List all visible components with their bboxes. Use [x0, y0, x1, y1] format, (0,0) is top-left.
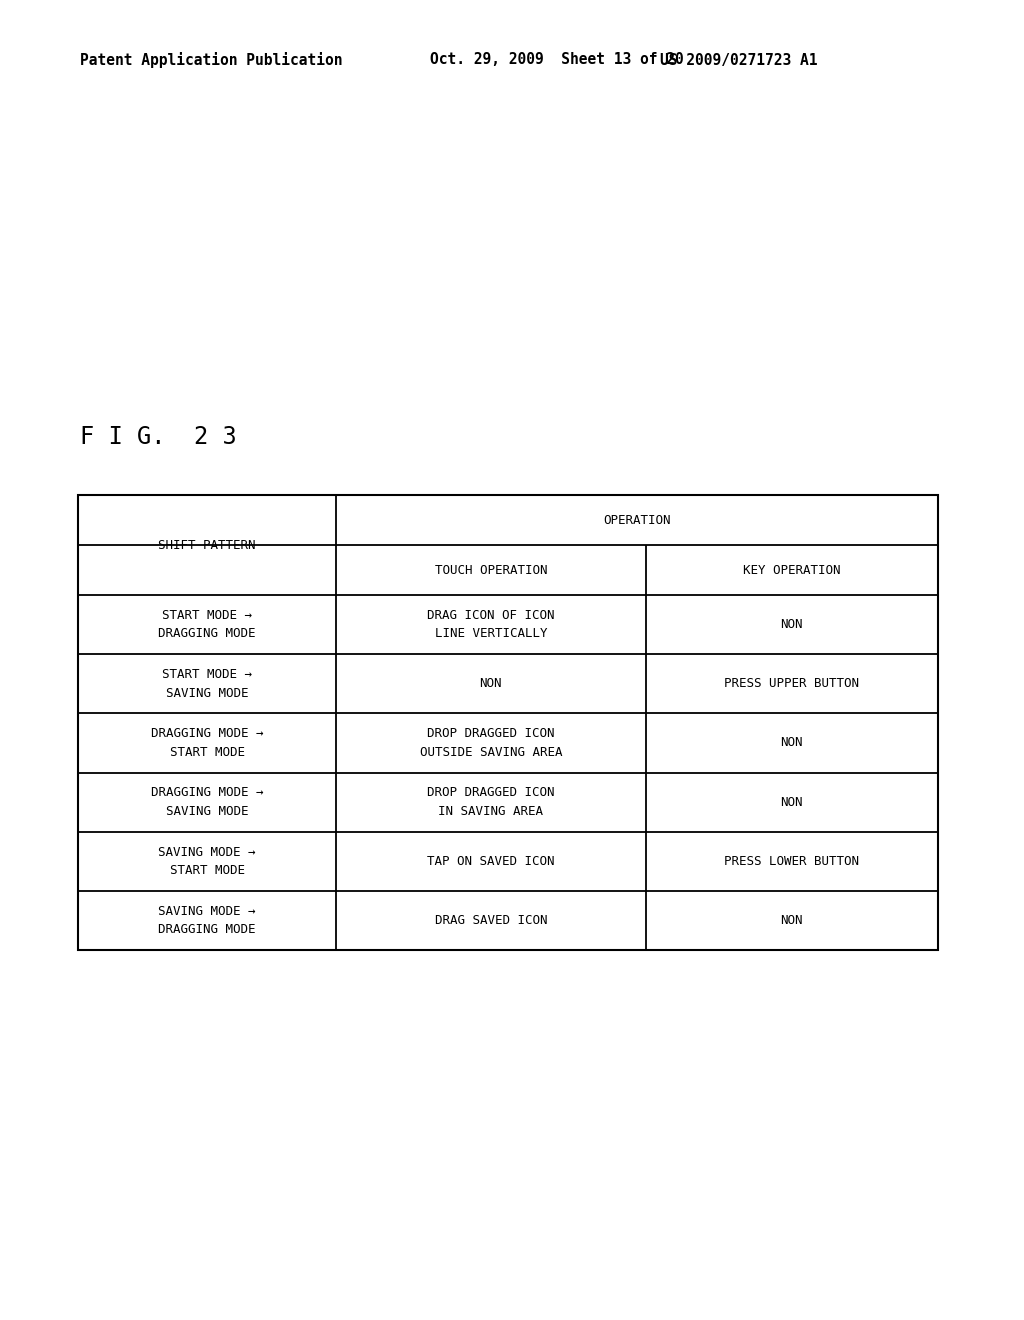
Text: PRESS UPPER BUTTON: PRESS UPPER BUTTON: [724, 677, 859, 690]
Text: SAVING MODE →
START MODE: SAVING MODE → START MODE: [159, 846, 256, 876]
Text: START MODE →
DRAGGING MODE: START MODE → DRAGGING MODE: [159, 609, 256, 640]
Text: DROP DRAGGED ICON
IN SAVING AREA: DROP DRAGGED ICON IN SAVING AREA: [427, 787, 555, 818]
Text: US 2009/0271723 A1: US 2009/0271723 A1: [660, 53, 817, 67]
Text: F I G.  2 3: F I G. 2 3: [80, 425, 237, 449]
Text: START MODE →
SAVING MODE: START MODE → SAVING MODE: [162, 668, 252, 700]
Text: NON: NON: [479, 677, 502, 690]
Text: Oct. 29, 2009  Sheet 13 of 20: Oct. 29, 2009 Sheet 13 of 20: [430, 53, 684, 67]
Text: DROP DRAGGED ICON
OUTSIDE SAVING AREA: DROP DRAGGED ICON OUTSIDE SAVING AREA: [420, 727, 562, 759]
Text: NON: NON: [780, 796, 803, 809]
Text: DRAG ICON OF ICON
LINE VERTICALLY: DRAG ICON OF ICON LINE VERTICALLY: [427, 609, 555, 640]
Text: NON: NON: [780, 913, 803, 927]
Text: TOUCH OPERATION: TOUCH OPERATION: [434, 564, 547, 577]
Text: DRAGGING MODE →
START MODE: DRAGGING MODE → START MODE: [151, 727, 263, 759]
Text: Patent Application Publication: Patent Application Publication: [80, 51, 342, 69]
Text: TAP ON SAVED ICON: TAP ON SAVED ICON: [427, 855, 555, 867]
Text: KEY OPERATION: KEY OPERATION: [743, 564, 841, 577]
Text: DRAG SAVED ICON: DRAG SAVED ICON: [434, 913, 547, 927]
Text: SHIFT PATTERN: SHIFT PATTERN: [159, 539, 256, 552]
Text: NON: NON: [780, 737, 803, 750]
Text: NON: NON: [780, 618, 803, 631]
Text: DRAGGING MODE →
SAVING MODE: DRAGGING MODE → SAVING MODE: [151, 787, 263, 818]
Text: OPERATION: OPERATION: [603, 513, 671, 527]
Text: PRESS LOWER BUTTON: PRESS LOWER BUTTON: [724, 855, 859, 867]
Bar: [78, 495, 938, 950]
Text: SAVING MODE →
DRAGGING MODE: SAVING MODE → DRAGGING MODE: [159, 904, 256, 936]
